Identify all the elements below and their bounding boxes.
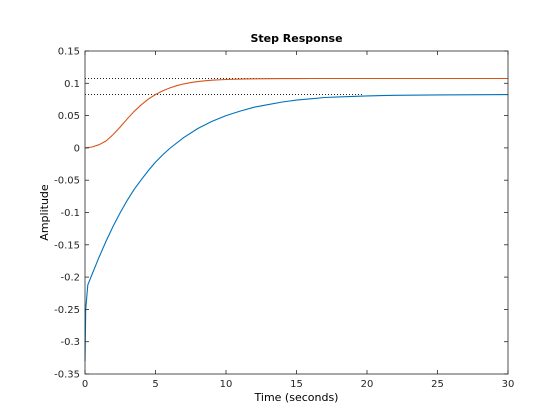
x-tick-label: 10 bbox=[220, 379, 233, 390]
y-tick-label: 0.15 bbox=[58, 47, 80, 58]
plot-background bbox=[85, 51, 508, 374]
x-tick-label: 25 bbox=[431, 379, 444, 390]
y-tick-label: -0.1 bbox=[60, 208, 80, 219]
y-tick-label: -0.3 bbox=[60, 337, 80, 348]
series-line-2 bbox=[84, 94, 509, 362]
chart-title: Step Response bbox=[250, 32, 342, 45]
series-lines bbox=[84, 77, 509, 362]
y-tick-label: -0.2 bbox=[60, 273, 80, 284]
y-tick-label: 0 bbox=[74, 143, 80, 154]
x-tick-label: 5 bbox=[152, 379, 158, 390]
series-line-1 bbox=[84, 77, 508, 149]
x-axis-label: Time (seconds) bbox=[254, 391, 339, 404]
y-axis-label: Amplitude bbox=[38, 184, 51, 241]
y-tick-label: -0.35 bbox=[54, 370, 80, 381]
y-tick-label: -0.15 bbox=[54, 240, 80, 251]
axis-ticks: 0 5 10 15 20 25 30 -0.35 -0.3 -0.25 -0.2 -0.15 -0.1 -… bbox=[54, 47, 514, 391]
y-tick-label: 0.1 bbox=[64, 79, 80, 90]
x-tick-label: 15 bbox=[290, 379, 303, 390]
steady-state-lines bbox=[85, 78, 363, 96]
y-tick-label: 0.05 bbox=[58, 111, 80, 122]
x-tick-label: 0 bbox=[82, 379, 88, 390]
x-tick-label: 20 bbox=[361, 379, 374, 390]
y-tick-label: -0.05 bbox=[54, 176, 80, 187]
y-tick-label: -0.25 bbox=[54, 305, 80, 316]
x-tick-label: 30 bbox=[502, 379, 515, 390]
